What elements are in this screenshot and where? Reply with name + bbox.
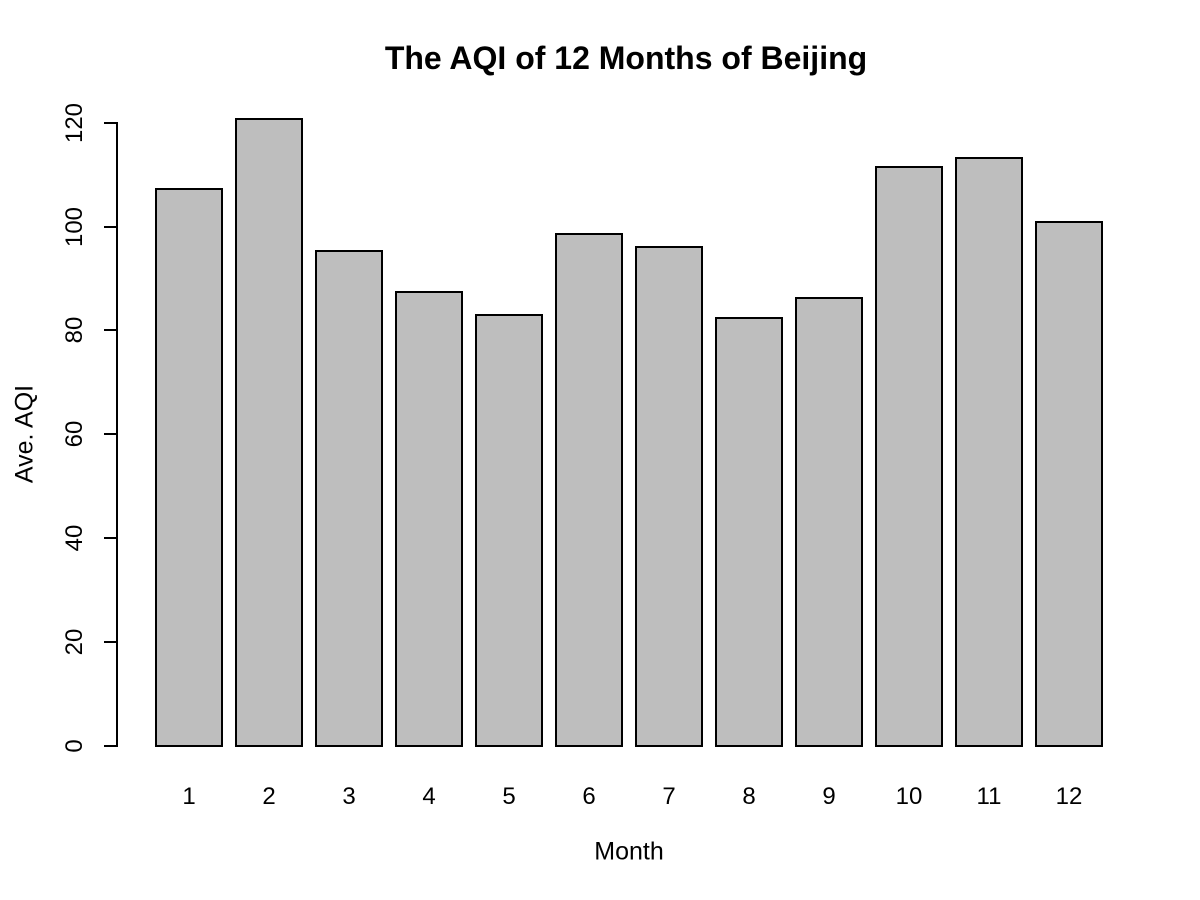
y-tick-label: 100 xyxy=(61,206,88,247)
x-tick-label: 7 xyxy=(662,783,676,810)
bar-month-5 xyxy=(475,314,543,748)
y-tick-label: 40 xyxy=(61,524,88,552)
x-tick-label: 2 xyxy=(262,783,276,810)
bar-month-10 xyxy=(875,165,943,748)
y-tick-mark xyxy=(104,640,118,643)
bar-month-3 xyxy=(315,250,383,748)
bar-month-11 xyxy=(955,157,1023,748)
y-tick-mark xyxy=(104,225,118,228)
y-tick-mark xyxy=(104,121,118,124)
y-tick-label: 20 xyxy=(61,628,88,656)
x-axis-title: Month xyxy=(594,837,664,866)
x-tick-label: 5 xyxy=(502,783,516,810)
y-tick-label: 60 xyxy=(61,420,88,448)
y-axis-title: Ave. AQI xyxy=(10,384,39,484)
y-tick-label: 120 xyxy=(61,102,88,143)
bar-month-6 xyxy=(555,233,623,748)
y-tick-mark xyxy=(104,329,118,332)
bar-month-8 xyxy=(715,317,783,748)
bar-month-9 xyxy=(795,296,863,748)
bar-month-1 xyxy=(155,188,223,748)
bar-month-7 xyxy=(635,245,703,748)
x-tick-label: 3 xyxy=(342,783,356,810)
y-tick-mark xyxy=(104,536,118,539)
x-tick-label: 10 xyxy=(895,783,923,810)
y-tick-label: 80 xyxy=(61,316,88,344)
y-tick-mark xyxy=(104,433,118,436)
x-tick-label: 11 xyxy=(976,783,1002,810)
x-tick-label: 12 xyxy=(1055,783,1083,810)
x-tick-label: 6 xyxy=(582,783,596,810)
chart-title: The AQI of 12 Months of Beijing xyxy=(384,40,868,76)
x-tick-label: 4 xyxy=(422,783,436,810)
y-tick-mark xyxy=(104,744,118,747)
x-tick-label: 9 xyxy=(822,783,836,810)
y-tick-label: 0 xyxy=(61,738,88,753)
bar-month-4 xyxy=(395,290,463,748)
x-tick-label: 8 xyxy=(742,783,756,810)
bar-month-2 xyxy=(235,118,303,748)
bar-month-12 xyxy=(1035,221,1103,748)
x-tick-label: 1 xyxy=(182,783,196,810)
